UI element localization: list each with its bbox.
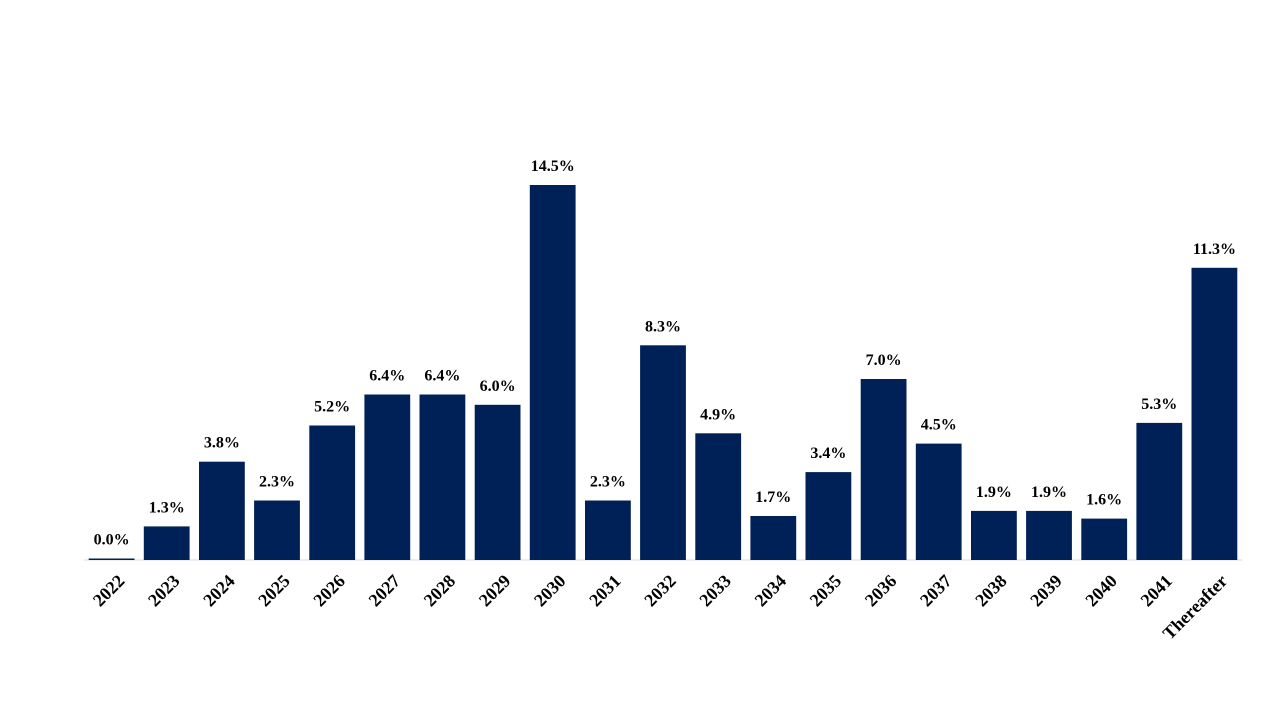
bar-2038 bbox=[971, 510, 1017, 560]
bar-2024 bbox=[199, 461, 245, 560]
bar-2027 bbox=[364, 394, 411, 560]
x-tick-label-2035: 2035 bbox=[806, 571, 846, 611]
bar-2028 bbox=[419, 394, 466, 560]
data-label-2038: 1.9% bbox=[976, 484, 1012, 501]
x-tick-label-2033: 2033 bbox=[695, 571, 735, 611]
x-tick-label-2028: 2028 bbox=[420, 571, 460, 611]
data-label-2025: 2.3% bbox=[259, 474, 295, 491]
data-label-2022: 0.0% bbox=[94, 532, 130, 549]
x-tick-label-2031: 2031 bbox=[585, 571, 625, 611]
data-label-2023: 1.3% bbox=[149, 499, 185, 516]
data-label-2024: 3.8% bbox=[204, 435, 240, 452]
data-labels-group: 0.0% 1.3% 3.8% 2.3% 5.2% 6.4% 6.4% 6.0% 14.5% 2.3… bbox=[94, 158, 1236, 549]
bar-2033 bbox=[695, 433, 742, 560]
bar-2032 bbox=[640, 345, 686, 560]
x-tick-label-2038: 2038 bbox=[971, 571, 1011, 611]
x-tick-label-2039: 2039 bbox=[1026, 571, 1066, 611]
data-label-2026: 5.2% bbox=[314, 399, 350, 416]
data-label-2029: 6.0% bbox=[480, 378, 516, 395]
x-tick-label-2022: 2022 bbox=[89, 571, 129, 611]
bars-group bbox=[88, 185, 1238, 560]
data-label-2040: 1.6% bbox=[1086, 492, 1122, 509]
data-label-2035: 3.4% bbox=[810, 445, 846, 462]
bar-2041 bbox=[1136, 422, 1183, 560]
data-label-2033: 4.9% bbox=[700, 406, 736, 423]
bar-2040 bbox=[1081, 518, 1128, 560]
bar-2022 bbox=[88, 558, 135, 560]
bar-2031 bbox=[585, 500, 631, 560]
x-tick-label-2037: 2037 bbox=[916, 571, 956, 611]
x-tick-label-2025: 2025 bbox=[254, 571, 294, 611]
bar-2037 bbox=[915, 443, 962, 560]
x-tick-label-2041: 2041 bbox=[1137, 571, 1177, 611]
x-tick-label-2032: 2032 bbox=[640, 571, 680, 611]
x-tick-label-2036: 2036 bbox=[861, 571, 901, 611]
bar-2030 bbox=[529, 185, 576, 560]
bar-2023 bbox=[143, 526, 190, 560]
data-label-2037: 4.5% bbox=[921, 417, 957, 434]
x-tick-label-2040: 2040 bbox=[1081, 571, 1121, 611]
data-label-2034: 1.7% bbox=[755, 489, 791, 506]
x-tick-label-2030: 2030 bbox=[530, 571, 570, 611]
bar-2035 bbox=[805, 472, 852, 560]
x-tick-label-2024: 2024 bbox=[199, 571, 239, 611]
data-label-2032: 8.3% bbox=[645, 318, 681, 335]
bar-2025 bbox=[254, 500, 300, 560]
data-label-2030: 14.5% bbox=[531, 158, 575, 175]
x-tick-label-2027: 2027 bbox=[365, 571, 405, 611]
x-tick-label-2029: 2029 bbox=[475, 571, 515, 611]
x-tick-label-2034: 2034 bbox=[751, 571, 791, 611]
data-label-2027: 6.4% bbox=[369, 368, 405, 385]
bar-2034 bbox=[750, 516, 797, 560]
data-label-2036: 7.0% bbox=[866, 352, 902, 369]
data-label-2041: 5.3% bbox=[1141, 396, 1177, 413]
bar-2026 bbox=[309, 425, 356, 560]
bar-2036 bbox=[860, 379, 907, 560]
data-label-2028: 6.4% bbox=[424, 368, 460, 385]
x-tick-label-2026: 2026 bbox=[309, 571, 349, 611]
x-tick-label-2023: 2023 bbox=[144, 571, 184, 611]
x-tick-labels-group: 2022 2023 2024 2025 2026 2027 2028 2029 2030 2031… bbox=[89, 571, 1231, 644]
bar-thereafter bbox=[1191, 267, 1238, 560]
data-label-2031: 2.3% bbox=[590, 474, 626, 491]
data-label-2039: 1.9% bbox=[1031, 484, 1067, 501]
data-label-thereafter: 11.3% bbox=[1193, 241, 1236, 258]
bar-2039 bbox=[1026, 510, 1072, 560]
bar-2029 bbox=[474, 404, 521, 560]
